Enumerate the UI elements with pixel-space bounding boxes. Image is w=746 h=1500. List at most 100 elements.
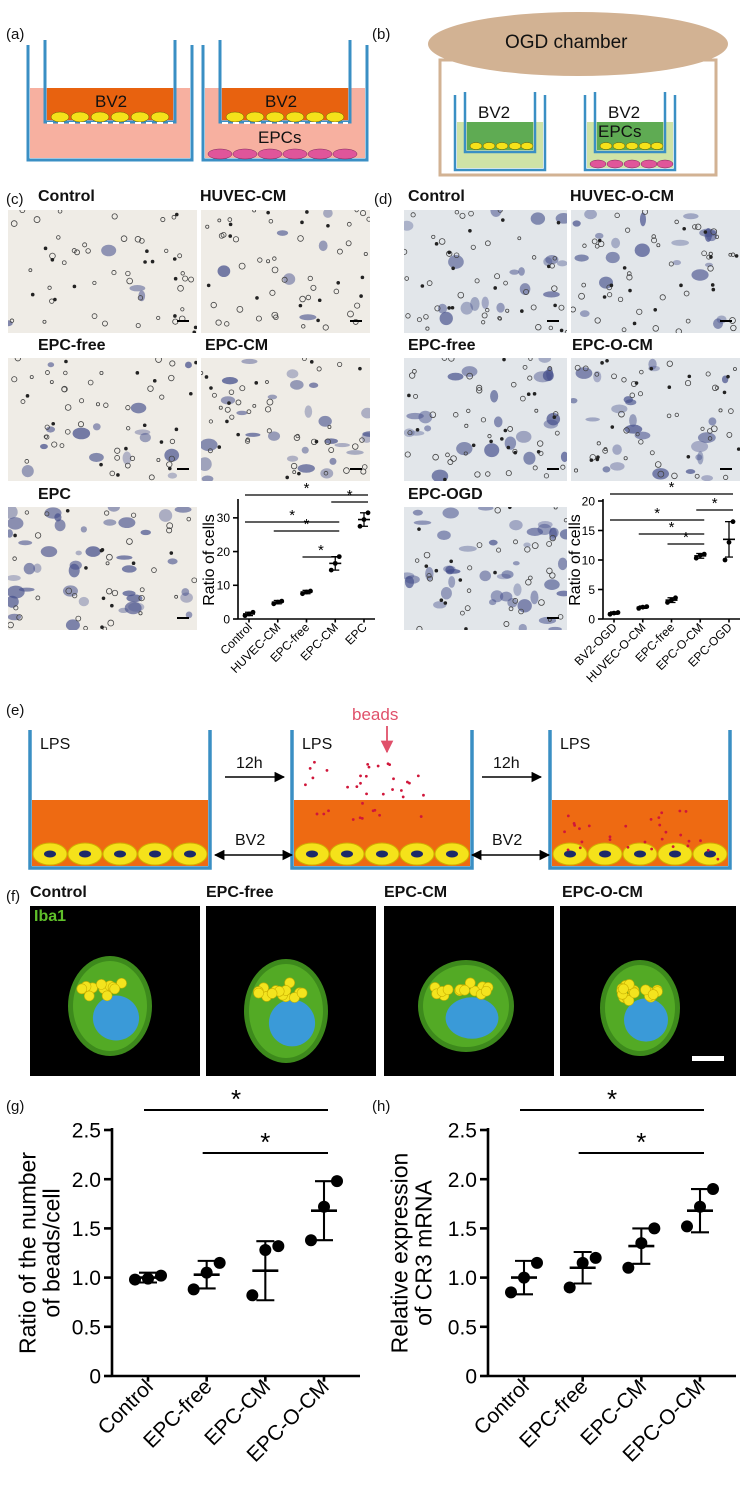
- time-label-2: 12h: [493, 755, 520, 772]
- bv2-label-e1: BV2: [235, 832, 266, 849]
- y-tick-label: 30: [217, 511, 231, 525]
- panel-label-a: (a): [6, 26, 25, 43]
- x-tick-label: EPC: [342, 620, 370, 648]
- data-point: [607, 611, 613, 617]
- data-point: [279, 598, 285, 604]
- data-point: [622, 1261, 635, 1274]
- panel-label-g: (g): [6, 1098, 25, 1115]
- chart-g: 00.51.01.52.02.5ControlEPC-freeEPC-CMEPC…: [14, 1090, 360, 1467]
- y-tick-label: 2.0: [448, 1169, 477, 1192]
- transwell-diagram-a: [26, 40, 369, 162]
- y-tick-label: 5: [588, 583, 595, 597]
- micro-d-label-huvec-o-cm: HUVEC-O-CM: [570, 188, 674, 205]
- y-tick-label: 0: [465, 1366, 477, 1389]
- panel-label-f: (f): [6, 888, 21, 905]
- confocal-label-epc-free: EPC-free: [206, 884, 274, 901]
- data-point: [648, 1222, 661, 1235]
- cell-image-epc-free: [244, 959, 328, 1063]
- micrograph-d-epc-free: [404, 358, 567, 481]
- data-point: [271, 601, 277, 607]
- data-point: [361, 517, 367, 522]
- y-tick-label: 15: [582, 524, 596, 538]
- data-point: [246, 611, 252, 617]
- micro-c-label-huvec-cm: HUVEC-CM: [200, 188, 287, 205]
- significance-star: *: [607, 1090, 617, 1114]
- data-point: [259, 1244, 272, 1257]
- panel-label-h: (h): [372, 1098, 391, 1115]
- y-tick-label: 0: [89, 1366, 101, 1389]
- bv2-label-e2: BV2: [492, 832, 523, 849]
- significance-star: *: [654, 505, 660, 522]
- bv2-label-b2: BV2: [608, 103, 641, 122]
- significance-star: *: [304, 516, 310, 533]
- significance-star: *: [712, 495, 718, 512]
- micro-c-label-epc-free: EPC-free: [38, 337, 106, 354]
- data-point: [365, 510, 371, 516]
- y-axis-label: Ratio of cells: [567, 514, 584, 606]
- ogd-chamber-diagram: [428, 12, 728, 177]
- micro-c-label-epc: EPC: [38, 486, 71, 503]
- significance-star: *: [683, 529, 689, 546]
- micro-c-label-control: Control: [38, 188, 95, 205]
- data-point: [505, 1286, 517, 1299]
- data-point: [669, 597, 674, 603]
- data-point: [357, 523, 363, 529]
- data-point: [563, 1281, 576, 1294]
- y-tick-label: 20: [217, 545, 231, 559]
- data-point: [693, 555, 699, 561]
- cell-image-epc-o-cm: [600, 960, 724, 1061]
- data-point: [611, 610, 617, 616]
- significance-star: *: [669, 519, 675, 536]
- significance-star: *: [304, 482, 310, 497]
- data-point: [673, 595, 678, 601]
- micrograph-d-control: [404, 210, 567, 333]
- data-point: [697, 552, 703, 558]
- data-point: [187, 1283, 200, 1296]
- chart-h: 00.51.01.52.02.5ControlEPC-freeEPC-CMEPC…: [386, 1090, 736, 1467]
- significance-star: *: [260, 1127, 270, 1157]
- data-point: [707, 1183, 719, 1196]
- y-tick-label: 1.5: [448, 1218, 477, 1241]
- data-point: [531, 1256, 543, 1269]
- data-point: [332, 560, 338, 566]
- confocal-epc-o-cm: [560, 906, 736, 1076]
- y-axis-label: Ratio of cells: [201, 514, 218, 606]
- micrograph-d-epc-ogd: [404, 507, 567, 630]
- data-point: [304, 589, 309, 595]
- significance-star: *: [289, 507, 295, 524]
- y-tick-label: 10: [217, 579, 231, 593]
- ogd-chamber-label: OGD chamber: [505, 32, 628, 53]
- data-point: [644, 604, 650, 610]
- phagocytosis-schematic: [28, 726, 732, 870]
- chart-d: 05101520BV2-OGDHUVEC-O-CMEPC-freeEPC-O-C…: [567, 482, 740, 685]
- epcs-label-b: EPCs: [598, 122, 642, 141]
- data-point: [665, 600, 670, 605]
- data-point: [328, 567, 334, 573]
- data-point: [331, 1175, 343, 1188]
- lps-label-3: LPS: [560, 736, 591, 753]
- data-point: [275, 599, 281, 605]
- micro-d-label-control: Control: [408, 188, 465, 205]
- data-point: [681, 1220, 693, 1233]
- bv2-label-a2: BV2: [265, 92, 298, 111]
- significance-star: *: [669, 482, 675, 496]
- data-point: [726, 539, 732, 545]
- bv2-label-b1: BV2: [478, 103, 511, 122]
- y-tick-label: 1.0: [448, 1267, 477, 1290]
- data-point: [701, 551, 707, 557]
- significance-star: *: [318, 542, 324, 559]
- data-point: [242, 613, 248, 619]
- confocal-epc-free: [206, 906, 376, 1076]
- lps-label-1: LPS: [40, 736, 71, 753]
- y-tick-label: 10: [582, 553, 596, 567]
- data-point: [200, 1266, 213, 1279]
- panel-label-c: (c): [6, 191, 24, 208]
- data-point: [155, 1269, 167, 1282]
- y-tick-label: 0.5: [448, 1316, 477, 1339]
- y-tick-label: 0: [588, 612, 595, 626]
- confocal-label-control: Control: [30, 884, 87, 901]
- data-point: [640, 604, 646, 610]
- data-point: [308, 588, 313, 594]
- data-point: [576, 1256, 589, 1269]
- y-axis-label: Ratio of the numberof beads/cell: [14, 1152, 64, 1354]
